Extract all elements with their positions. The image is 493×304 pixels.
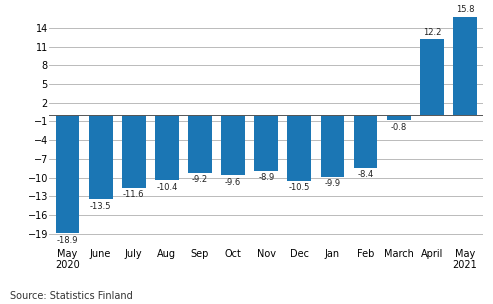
Text: -11.6: -11.6 [123, 190, 144, 199]
Bar [387, 115, 411, 120]
Bar [420, 39, 444, 115]
Text: -13.5: -13.5 [90, 202, 111, 211]
Text: Source: Statistics Finland: Source: Statistics Finland [10, 291, 133, 301]
Bar [254, 115, 278, 171]
Bar [320, 115, 345, 177]
Bar [221, 115, 245, 175]
Text: -10.4: -10.4 [156, 183, 177, 192]
Bar [287, 115, 311, 181]
Text: -0.8: -0.8 [390, 123, 407, 132]
Bar [353, 115, 378, 168]
Text: -9.6: -9.6 [225, 178, 241, 187]
Bar [122, 115, 145, 188]
Text: -9.9: -9.9 [324, 179, 341, 188]
Text: -10.5: -10.5 [288, 183, 310, 192]
Bar [155, 115, 179, 180]
Bar [453, 17, 477, 115]
Text: -18.9: -18.9 [57, 236, 78, 245]
Bar [188, 115, 212, 173]
Text: -8.9: -8.9 [258, 173, 274, 182]
Text: -8.4: -8.4 [357, 170, 374, 179]
Text: 15.8: 15.8 [456, 5, 474, 14]
Bar [89, 115, 112, 199]
Text: -9.2: -9.2 [192, 175, 208, 184]
Bar [56, 115, 79, 233]
Text: 12.2: 12.2 [423, 28, 441, 36]
